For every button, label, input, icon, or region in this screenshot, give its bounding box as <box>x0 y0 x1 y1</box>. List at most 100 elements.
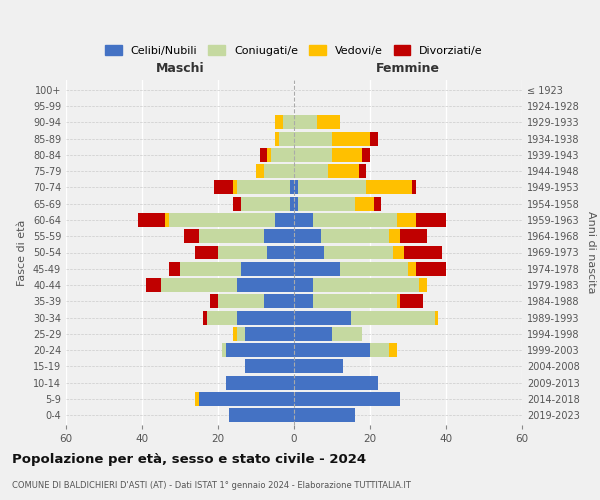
Bar <box>237 327 245 341</box>
Bar <box>393 246 404 260</box>
Bar <box>294 180 298 194</box>
Bar <box>294 246 325 260</box>
Bar <box>370 132 377 145</box>
Bar <box>408 262 416 276</box>
Bar <box>294 262 340 276</box>
Bar <box>294 392 400 406</box>
Bar <box>298 197 355 210</box>
Bar <box>294 164 328 178</box>
Bar <box>195 246 218 260</box>
Y-axis label: Anni di nascita: Anni di nascita <box>586 211 596 294</box>
Bar <box>294 132 332 145</box>
Bar <box>404 246 442 260</box>
Bar <box>283 116 294 129</box>
Bar <box>180 262 241 276</box>
Bar <box>362 148 370 162</box>
Bar <box>214 180 233 194</box>
Bar <box>290 197 294 210</box>
Bar <box>416 262 446 276</box>
Bar <box>241 197 290 210</box>
Bar <box>161 278 237 292</box>
Text: Maschi: Maschi <box>155 62 205 75</box>
Bar <box>359 164 366 178</box>
Bar <box>419 278 427 292</box>
Bar <box>294 197 298 210</box>
Bar <box>290 180 294 194</box>
Bar <box>294 310 351 324</box>
Bar <box>260 148 268 162</box>
Bar <box>374 197 382 210</box>
Bar <box>271 148 294 162</box>
Bar <box>313 294 397 308</box>
Bar <box>218 246 268 260</box>
Bar <box>294 408 355 422</box>
Bar <box>294 278 313 292</box>
Bar <box>226 343 294 357</box>
Bar <box>298 180 366 194</box>
Bar <box>169 262 180 276</box>
Bar <box>146 278 161 292</box>
Bar <box>275 213 294 227</box>
Bar <box>340 262 408 276</box>
Bar <box>313 278 419 292</box>
Bar <box>245 360 294 374</box>
Y-axis label: Fasce di età: Fasce di età <box>17 220 27 286</box>
Bar <box>138 213 165 227</box>
Bar <box>294 327 332 341</box>
Bar <box>165 213 169 227</box>
Bar <box>332 132 370 145</box>
Bar <box>370 343 389 357</box>
Bar <box>317 116 340 129</box>
Text: Popolazione per età, sesso e stato civile - 2024: Popolazione per età, sesso e stato civil… <box>12 452 366 466</box>
Bar <box>268 246 294 260</box>
Bar <box>268 148 271 162</box>
Bar <box>313 213 397 227</box>
Bar <box>263 230 294 243</box>
Bar <box>400 294 423 308</box>
Bar <box>332 148 362 162</box>
Bar <box>294 294 313 308</box>
Bar <box>169 213 275 227</box>
Bar <box>416 213 446 227</box>
Bar <box>294 213 313 227</box>
Bar <box>412 180 416 194</box>
Text: COMUNE DI BALDICHIERI D'ASTI (AT) - Dati ISTAT 1° gennaio 2024 - Elaborazione TU: COMUNE DI BALDICHIERI D'ASTI (AT) - Dati… <box>12 481 411 490</box>
Bar <box>263 164 294 178</box>
Bar <box>226 376 294 390</box>
Bar <box>279 132 294 145</box>
Bar <box>263 294 294 308</box>
Bar <box>203 310 206 324</box>
Bar <box>325 246 393 260</box>
Bar <box>400 230 427 243</box>
Bar <box>237 278 294 292</box>
Bar <box>211 294 218 308</box>
Bar <box>233 197 241 210</box>
Bar <box>397 213 416 227</box>
Bar <box>294 148 332 162</box>
Bar <box>222 343 226 357</box>
Bar <box>199 230 263 243</box>
Bar <box>233 180 237 194</box>
Bar <box>241 262 294 276</box>
Bar <box>237 180 290 194</box>
Bar <box>184 230 199 243</box>
Bar <box>275 116 283 129</box>
Bar <box>351 310 434 324</box>
Bar <box>229 408 294 422</box>
Bar <box>366 180 412 194</box>
Text: Femmine: Femmine <box>376 62 440 75</box>
Bar <box>355 197 374 210</box>
Bar <box>256 164 263 178</box>
Bar <box>237 310 294 324</box>
Bar <box>245 327 294 341</box>
Bar <box>294 360 343 374</box>
Bar <box>275 132 279 145</box>
Legend: Celibi/Nubili, Coniugati/e, Vedovi/e, Divorziati/e: Celibi/Nubili, Coniugati/e, Vedovi/e, Di… <box>101 40 487 60</box>
Bar <box>195 392 199 406</box>
Bar <box>389 230 400 243</box>
Bar <box>294 343 370 357</box>
Bar <box>294 116 317 129</box>
Bar <box>206 310 237 324</box>
Bar <box>218 294 263 308</box>
Bar <box>397 294 400 308</box>
